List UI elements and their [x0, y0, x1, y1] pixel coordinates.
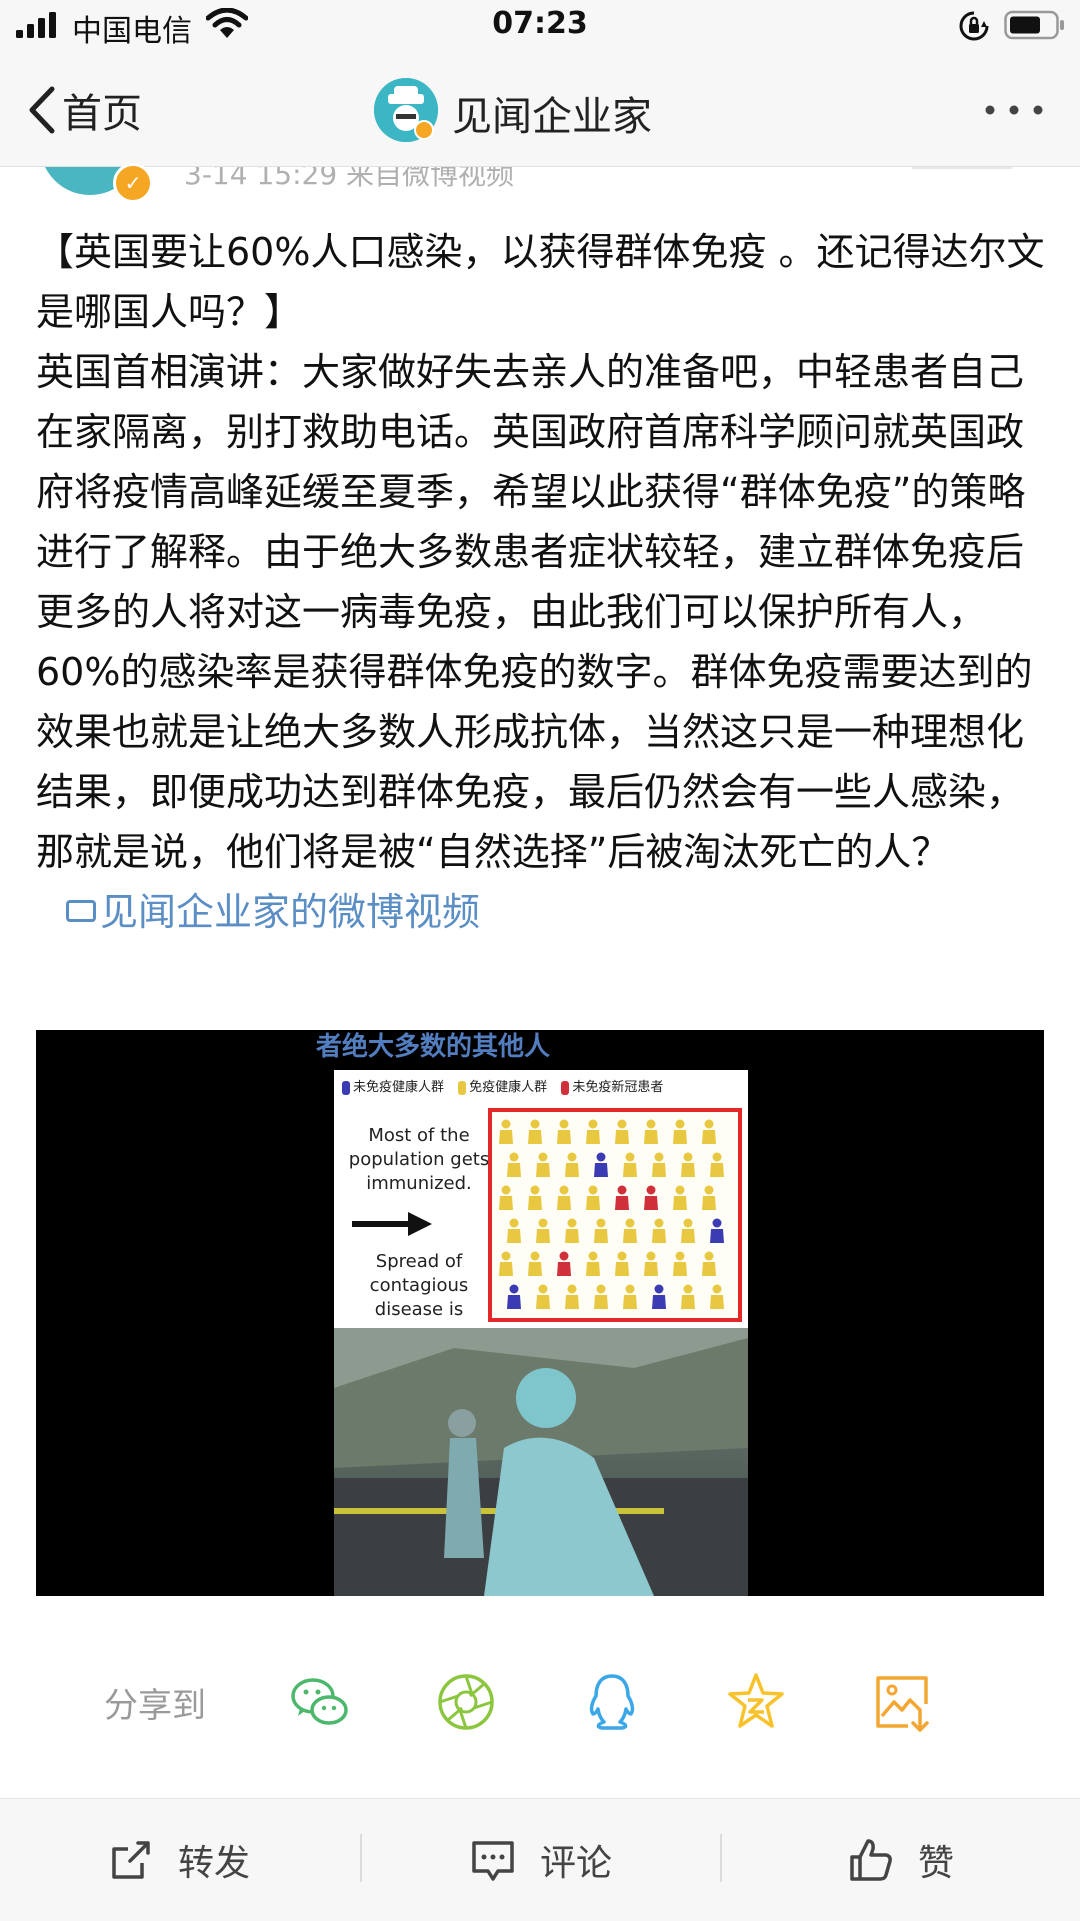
person-figure	[536, 1219, 550, 1244]
post-content: 【英国要让60%人口感染，以获得群体免疫 。还记得达尔文是哪国人吗？】 英国首相…	[36, 222, 1048, 942]
person-figure	[615, 1120, 629, 1145]
back-label: 首页	[62, 81, 142, 139]
post-header: 3-14 15:29 来自微博视频	[0, 167, 1080, 197]
person-figure	[673, 1252, 687, 1277]
person-figure	[681, 1285, 695, 1310]
post-body-span: 英国首相演讲：大家做好失去亲人的准备吧，中轻患者自己在家隔离，别打救助电话。英国…	[36, 350, 1032, 874]
divider	[360, 1834, 362, 1882]
person-figure	[565, 1153, 579, 1178]
population-figure-grid	[488, 1108, 742, 1322]
comment-icon	[470, 1837, 516, 1883]
repost-icon	[108, 1837, 154, 1883]
person-figure	[615, 1186, 629, 1211]
person-figure	[681, 1153, 695, 1178]
moments-icon[interactable]	[434, 1670, 498, 1734]
medical-worker-scene	[334, 1328, 748, 1596]
person-figure	[557, 1120, 571, 1145]
person-figure	[557, 1252, 571, 1277]
repost-button[interactable]: 转发	[108, 1830, 250, 1890]
person-figure	[615, 1252, 629, 1277]
person-figure	[565, 1285, 579, 1310]
person-figure	[594, 1153, 608, 1178]
person-figure	[586, 1252, 600, 1277]
person-figure	[499, 1120, 513, 1145]
post-meta: 3-14 15:29 来自微博视频	[184, 167, 514, 193]
clock: 07:23	[0, 6, 1080, 41]
comment-button[interactable]: 评论	[470, 1830, 612, 1890]
person-figure	[644, 1186, 658, 1211]
author-avatar[interactable]	[374, 78, 438, 142]
person-figure	[499, 1252, 513, 1277]
qzone-icon[interactable]	[724, 1670, 788, 1734]
chevron-left-icon	[26, 85, 56, 135]
person-figure	[652, 1219, 666, 1244]
infographic-text-1: Most of the population gets immunized.	[344, 1124, 494, 1196]
person-figure	[557, 1186, 571, 1211]
population-figures	[492, 1112, 738, 1318]
comment-label: 评论	[540, 1834, 612, 1886]
person-figure	[536, 1285, 550, 1310]
person-figure	[702, 1252, 716, 1277]
person-figure	[528, 1120, 542, 1145]
video-scene	[334, 1328, 748, 1596]
person-figure	[594, 1285, 608, 1310]
video-infographic: 未免疫健康人群 免疫健康人群 未免疫新冠患者 Most of the popul…	[334, 1070, 748, 1328]
video-link[interactable]: 见闻企业家的微博视频	[36, 890, 480, 934]
like-label: 赞	[918, 1834, 954, 1886]
orientation-lock-icon	[958, 10, 990, 42]
save-image-icon[interactable]	[870, 1670, 934, 1734]
person-figure	[536, 1153, 550, 1178]
person-figure	[673, 1120, 687, 1145]
person-figure	[710, 1285, 724, 1310]
person-figure	[499, 1186, 513, 1211]
person-figure	[623, 1153, 637, 1178]
verified-badge-icon: ✓	[113, 163, 153, 203]
person-figure	[565, 1219, 579, 1244]
video-camera-icon	[66, 900, 96, 922]
post-title-text: 【英国要让60%人口感染，以获得群体免疫 。还记得达尔文是哪国人吗？】	[36, 222, 1048, 342]
video-caption: 者绝大多数的其他人	[316, 1026, 550, 1063]
arrow-right-icon	[352, 1212, 432, 1236]
person-figure	[681, 1219, 695, 1244]
video-link-label: 见闻企业家的微博视频	[100, 890, 480, 934]
person-figure	[652, 1153, 666, 1178]
like-button[interactable]: 赞	[848, 1830, 954, 1890]
legend-item: 未免疫新冠患者	[561, 1080, 663, 1095]
qq-icon[interactable]	[580, 1670, 644, 1734]
person-figure	[507, 1285, 521, 1310]
person-figure	[528, 1252, 542, 1277]
person-figure	[702, 1186, 716, 1211]
nav-title: 见闻企业家	[452, 84, 652, 142]
repost-label: 转发	[178, 1834, 250, 1886]
person-figure	[623, 1285, 637, 1310]
person-figure	[644, 1252, 658, 1277]
person-figure	[644, 1120, 658, 1145]
person-figure	[507, 1219, 521, 1244]
more-options-icon[interactable]	[982, 98, 1046, 122]
share-label: 分享到	[104, 1678, 206, 1727]
person-figure	[702, 1120, 716, 1145]
avatar-detective-icon	[374, 78, 438, 142]
follow-button-edge[interactable]	[912, 167, 1012, 169]
person-figure	[594, 1219, 608, 1244]
person-figure	[586, 1120, 600, 1145]
person-figure	[652, 1285, 666, 1310]
post-body-text: 英国首相演讲：大家做好失去亲人的准备吧，中轻患者自己在家隔离，别打救助电话。英国…	[36, 342, 1048, 942]
person-figure	[623, 1219, 637, 1244]
legend-item: 未免疫健康人群	[342, 1080, 444, 1095]
person-figure	[710, 1219, 724, 1244]
thumbs-up-icon	[848, 1837, 894, 1883]
person-figure	[673, 1186, 687, 1211]
infographic-text-2: Spread of contagious disease is	[344, 1250, 494, 1322]
back-button[interactable]: 首页	[26, 80, 142, 140]
person-figure	[586, 1186, 600, 1211]
divider	[720, 1834, 722, 1882]
person-figure	[528, 1186, 542, 1211]
wechat-icon[interactable]	[288, 1670, 352, 1734]
infographic-legend: 未免疫健康人群 免疫健康人群 未免疫新冠患者	[342, 1076, 673, 1095]
legend-item: 免疫健康人群	[458, 1080, 547, 1095]
battery-icon	[1004, 10, 1066, 40]
person-figure	[507, 1153, 521, 1178]
person-figure	[710, 1153, 724, 1178]
